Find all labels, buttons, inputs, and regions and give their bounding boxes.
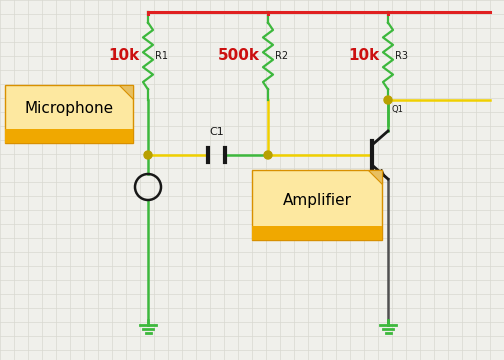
FancyBboxPatch shape [252,170,382,240]
Text: C1: C1 [209,127,224,137]
Text: R1: R1 [155,51,168,61]
Text: R3: R3 [395,51,408,61]
Text: 10k: 10k [349,49,380,63]
Text: 500k: 500k [218,49,260,63]
Circle shape [144,151,152,159]
Text: Q1: Q1 [391,105,403,114]
Circle shape [264,151,272,159]
Polygon shape [119,85,133,99]
Polygon shape [368,170,382,184]
Text: 10k: 10k [109,49,140,63]
Text: R2: R2 [275,51,288,61]
Circle shape [384,96,392,104]
Text: Amplifier: Amplifier [283,193,351,207]
FancyBboxPatch shape [5,85,133,143]
Text: Microphone: Microphone [24,102,113,117]
FancyBboxPatch shape [252,226,382,240]
FancyBboxPatch shape [5,129,133,143]
